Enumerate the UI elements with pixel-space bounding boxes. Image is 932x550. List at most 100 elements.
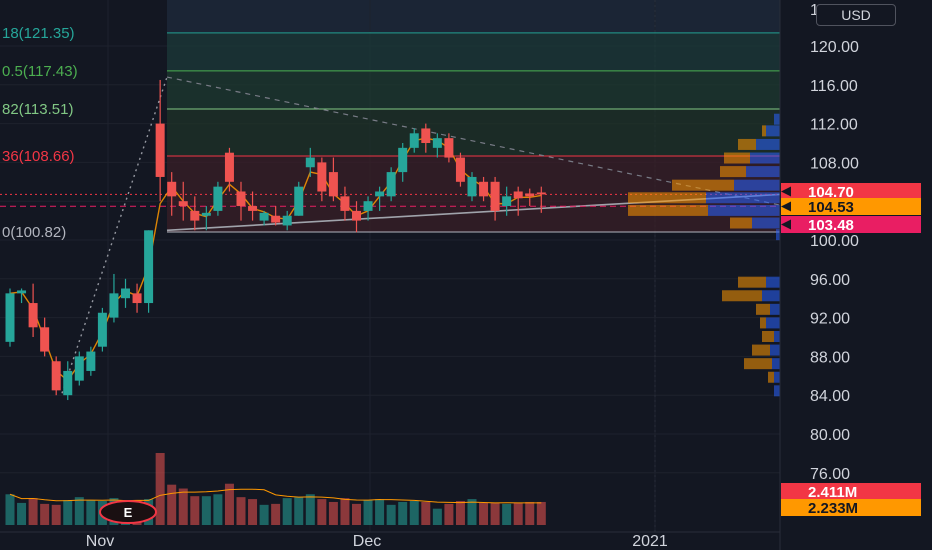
volume-profile-up (762, 290, 780, 302)
volume-bar (51, 504, 61, 525)
candle (340, 186, 350, 221)
candle-body (467, 176, 477, 197)
volume-bar (259, 504, 269, 525)
volume-profile-down (744, 358, 772, 370)
candle-body (305, 157, 315, 168)
candle-body (40, 327, 50, 352)
price-axis-background (780, 0, 932, 550)
volume-profile-up (734, 179, 780, 191)
candle-body (17, 290, 27, 294)
fib-level-label: 82(113.51) (2, 101, 73, 118)
candle (386, 167, 396, 202)
volume-bar (5, 494, 15, 525)
candle (86, 346, 96, 376)
candle (63, 361, 73, 401)
volume-profile-up (774, 385, 780, 397)
volume-bar (201, 496, 211, 525)
trendline-dotted (61, 76, 168, 394)
candle-body (444, 138, 454, 158)
candle (178, 181, 188, 221)
candle-body (328, 172, 338, 197)
volume-badge (781, 483, 921, 500)
candle (398, 143, 408, 182)
earnings-marker-circle (99, 500, 157, 524)
candle-body (294, 186, 304, 216)
price-tick-label: 116.00 (810, 78, 858, 95)
candle (352, 201, 361, 233)
volume-bar (248, 499, 258, 525)
volume-profile-down (768, 371, 774, 383)
volume-profile-down (730, 217, 752, 229)
candle (259, 210, 269, 226)
candle-body (28, 303, 38, 328)
fib-zone (167, 32, 780, 71)
price-tick-label: 108.00 (810, 155, 859, 172)
volume-ma-line (9, 488, 542, 504)
volume-profile-down (762, 331, 774, 342)
volume-bar (479, 502, 489, 525)
candle-body (190, 210, 200, 221)
price-tick-label: 76.00 (810, 466, 850, 483)
volume-profile-up (708, 204, 780, 216)
candle (190, 196, 200, 231)
candle (467, 172, 477, 202)
candle-body (432, 138, 442, 148)
candle (132, 283, 142, 313)
candle (155, 79, 165, 202)
candle-body (86, 351, 96, 371)
candle-body (398, 147, 408, 173)
volume-bar (317, 499, 327, 525)
volume-bar (271, 503, 281, 525)
volume-profile-up (774, 113, 780, 125)
candle-body (51, 361, 61, 391)
volume-profile-up (706, 192, 780, 204)
volume-profile-up (750, 152, 780, 164)
candle (536, 186, 546, 213)
price-tick-label: 80.00 (810, 427, 850, 444)
volume-bar (363, 500, 373, 525)
candle-body (248, 206, 258, 211)
candle (305, 147, 315, 177)
volume-bar (375, 499, 385, 525)
volume-profile-up (770, 344, 780, 356)
fib-level-label: 18(121.35) (2, 25, 75, 42)
volume-bar (444, 503, 454, 525)
volume-profile-down (738, 276, 766, 288)
candle-body (317, 162, 327, 192)
candle-body (502, 196, 512, 207)
candle (502, 186, 512, 216)
candle-body (421, 128, 431, 143)
volume-profile-up (766, 276, 780, 288)
candle-body (259, 212, 269, 221)
volume-profile-up (766, 125, 780, 137)
price-badge-label: 104.53 (808, 199, 854, 216)
candle (479, 176, 489, 202)
candle-body (479, 181, 489, 197)
fib-level-label: 0(100.82) (2, 224, 66, 241)
price-badge-notch (781, 186, 791, 197)
candle (51, 356, 61, 396)
candle-body (201, 212, 211, 216)
candle-body (363, 201, 373, 211)
candle (271, 206, 281, 226)
volume-bar (340, 498, 350, 525)
volume-bar (398, 501, 408, 525)
volume-bar (490, 502, 500, 525)
candle (294, 181, 304, 216)
candle-body (513, 191, 523, 199)
volume-profile-up (752, 217, 780, 229)
candle-body (455, 157, 465, 182)
candle (455, 152, 465, 187)
candle (421, 123, 431, 153)
volume-badge-label: 2.411M (808, 484, 857, 501)
currency-button[interactable]: USD (816, 4, 896, 26)
volume-bar (386, 504, 396, 525)
price-tick-label: 84.00 (810, 388, 850, 405)
candle-body (132, 293, 142, 304)
candle (121, 278, 130, 308)
candle-body (121, 288, 130, 299)
candle (28, 283, 38, 337)
volume-profile-up (776, 229, 780, 241)
